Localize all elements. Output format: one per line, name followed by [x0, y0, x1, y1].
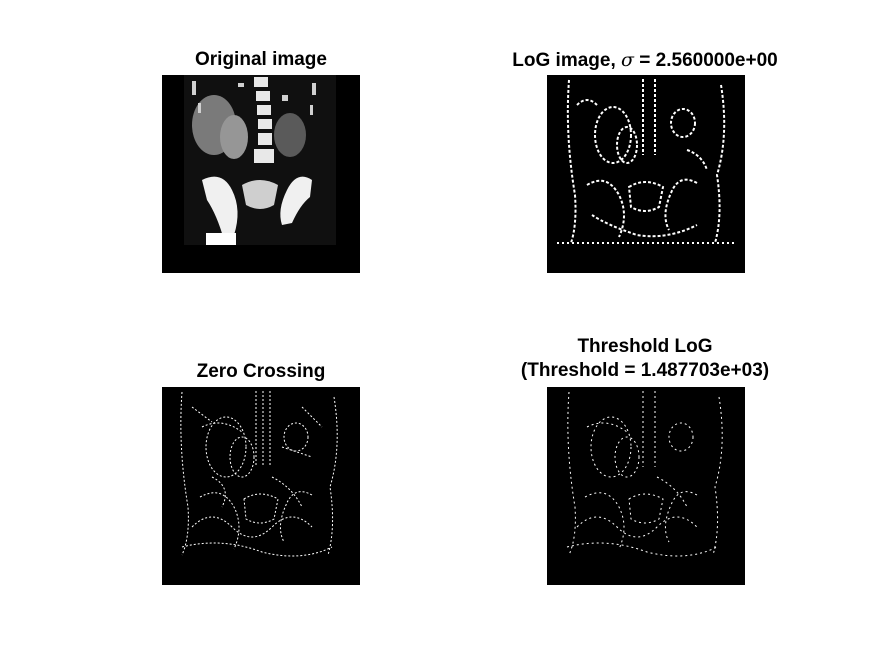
zero-crossing-title: Zero Crossing — [196, 361, 326, 382]
original-image — [162, 75, 360, 273]
log-title-suffix: = 2.560000e+00 — [634, 50, 778, 71]
zero-crossing-image — [162, 387, 360, 585]
threshold-log-image — [547, 387, 745, 585]
log-title-prefix: LoG image, — [512, 50, 622, 71]
threshold-log-title-line1: Threshold LoG — [577, 336, 713, 357]
log-image-title: LoG image, σ = 2.560000e+00 — [470, 48, 820, 73]
threshold-log-title-line2: (Threshold = 1.487703e+03) — [520, 360, 770, 381]
original-image-title: Original image — [195, 49, 327, 70]
log-image — [547, 75, 745, 273]
sigma-symbol: σ — [621, 49, 635, 71]
threshold-log-title: Threshold LoG (Threshold = 1.487703e+03) — [470, 335, 820, 383]
